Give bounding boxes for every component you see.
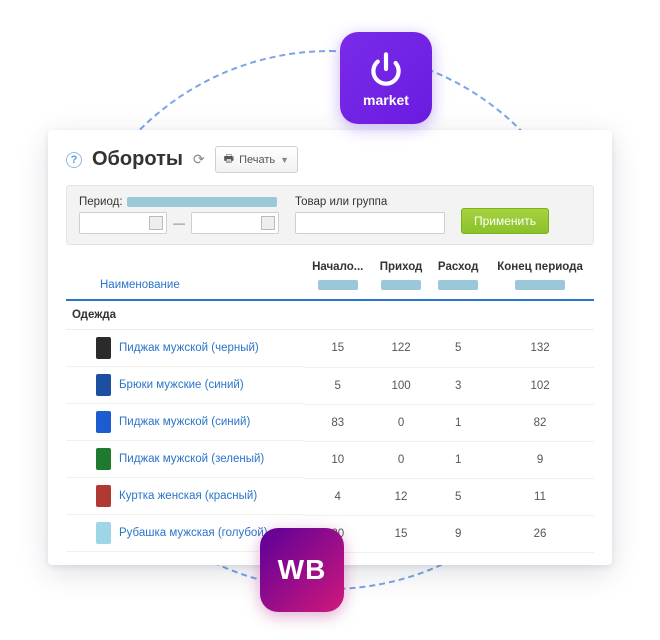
table-row: Пиджак мужской (черный) 151225132: [66, 330, 594, 368]
product-filter: Товар или группа: [295, 196, 445, 234]
cell-in: 15: [372, 515, 430, 552]
product-thumb: [96, 337, 111, 359]
product-link[interactable]: Брюки мужские (синий): [119, 379, 244, 391]
cell-start: 15: [304, 330, 372, 368]
table-row: Пиджак мужской (зеленый) 10019: [66, 441, 594, 478]
col-in: Приход: [372, 253, 430, 277]
cell-out: 5: [430, 478, 486, 515]
date-from-input[interactable]: [79, 212, 167, 234]
col-start: Начало...: [304, 253, 372, 277]
sk: [381, 280, 421, 290]
product-thumb: [96, 522, 111, 544]
cell-end: 11: [486, 478, 594, 515]
cell-end: 9: [486, 441, 594, 478]
printer-icon: 🖶: [224, 150, 234, 169]
cell-out: 5: [430, 330, 486, 368]
table-row: Куртка женская (красный) 412511: [66, 478, 594, 515]
page-title: Обороты: [92, 148, 183, 171]
cell-in: 100: [372, 367, 430, 404]
cell-out: 1: [430, 441, 486, 478]
report-panel: ? Обороты ⟳ 🖶 Печать ▼ Период: — Товар и…: [48, 130, 612, 565]
calendar-icon: [149, 216, 163, 230]
product-link[interactable]: Куртка женская (красный): [119, 490, 257, 502]
product-thumb: [96, 448, 111, 470]
table-row: Брюки мужские (синий) 51003102: [66, 367, 594, 404]
product-link[interactable]: Пиджак мужской (черный): [119, 342, 259, 354]
product-link[interactable]: Пиджак мужской (синий): [119, 416, 250, 428]
date-to-input[interactable]: [191, 212, 279, 234]
cell-out: 1: [430, 404, 486, 441]
refresh-icon[interactable]: ⟳: [193, 151, 205, 168]
cell-in: 0: [372, 404, 430, 441]
period-filter: Период: —: [79, 196, 279, 234]
product-thumb: [96, 374, 111, 396]
cell-start: 83: [304, 404, 372, 441]
product-thumb: [96, 485, 111, 507]
sk: [515, 280, 565, 290]
calendar-icon: [261, 216, 275, 230]
power-icon: [365, 48, 407, 90]
cell-out: 9: [430, 515, 486, 552]
sk: [438, 280, 478, 290]
turnover-table: Начало... Приход Расход Конец периода На…: [66, 253, 594, 553]
product-label: Товар или группа: [295, 196, 445, 208]
range-dash: —: [171, 216, 187, 230]
period-label: Период:: [79, 196, 123, 208]
cell-out: 3: [430, 367, 486, 404]
print-button[interactable]: 🖶 Печать ▼: [215, 146, 298, 173]
wb-label: WB: [278, 554, 327, 586]
cell-end: 132: [486, 330, 594, 368]
panel-header: ? Обороты ⟳ 🖶 Печать ▼: [66, 146, 594, 173]
badge-umarket: market: [340, 32, 432, 124]
table-row: Пиджак мужской (синий) 830182: [66, 404, 594, 441]
cell-in: 12: [372, 478, 430, 515]
cell-start: 4: [304, 478, 372, 515]
col-out: Расход: [430, 253, 486, 277]
chevron-down-icon: ▼: [280, 155, 289, 165]
help-icon[interactable]: ?: [66, 152, 82, 168]
col-end: Конец периода: [486, 253, 594, 277]
cell-in: 0: [372, 441, 430, 478]
print-label: Печать: [239, 154, 275, 166]
filter-bar: Период: — Товар или группа Применить: [66, 185, 594, 245]
product-thumb: [96, 411, 111, 433]
cell-end: 26: [486, 515, 594, 552]
product-input[interactable]: [295, 212, 445, 234]
group-label: Одежда: [66, 300, 594, 330]
product-link[interactable]: Пиджак мужской (зеленый): [119, 453, 264, 465]
cell-in: 122: [372, 330, 430, 368]
cell-start: 10: [304, 441, 372, 478]
cell-start: 5: [304, 367, 372, 404]
col-name[interactable]: Наименование: [70, 279, 180, 291]
apply-button[interactable]: Применить: [461, 208, 549, 234]
cell-end: 82: [486, 404, 594, 441]
cell-end: 102: [486, 367, 594, 404]
badge-wb: WB: [260, 528, 344, 612]
product-link[interactable]: Рубашка мужская (голубой): [119, 527, 268, 539]
sk: [318, 280, 358, 290]
umarket-label: market: [363, 92, 409, 108]
period-skeleton: [127, 197, 277, 207]
